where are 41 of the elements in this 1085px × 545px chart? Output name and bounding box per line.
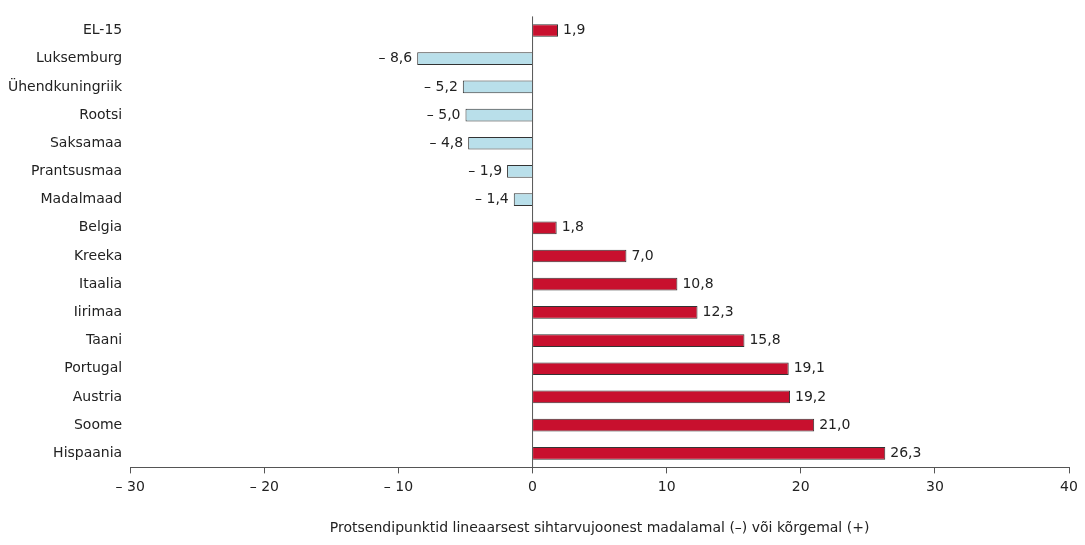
y-tick-label: Rootsi (79, 105, 123, 122)
y-tick-label: Belgia (78, 218, 123, 235)
data-label: – 1,4 (475, 190, 509, 207)
x-tick-label: – 10 (383, 478, 414, 495)
data-label: 7,0 (631, 246, 654, 263)
data-label: 1,8 (561, 218, 584, 235)
y-tick-label: Austria (72, 387, 123, 404)
x-tick-label: 40 (1060, 478, 1078, 495)
y-tick-label: Madalmaad (40, 190, 123, 207)
y-tick-label: Taani (85, 331, 123, 348)
y-tick-label: Hispaania (53, 443, 123, 460)
y-tick-label: Prantsusmaa (31, 162, 123, 179)
y-tick-label: Kreeka (73, 246, 123, 263)
y-tick-label: Soome (73, 415, 123, 432)
y-tick-label: EL-15 (82, 21, 123, 38)
data-label: 19,1 (793, 359, 825, 376)
y-tick-label: Iirimaa (73, 303, 123, 320)
x-tick-label: 10 (657, 478, 676, 495)
data-label: – 8,6 (378, 49, 413, 66)
data-label: 19,2 (795, 387, 827, 404)
x-tick-label: 30 (925, 478, 944, 495)
data-label: – 1,9 (468, 162, 503, 179)
y-tick-label: Ühendkuningriik (7, 76, 124, 94)
y-tick-label: Luksemburg (35, 49, 123, 66)
data-label: 12,3 (702, 303, 734, 320)
data-label: 15,8 (749, 331, 781, 348)
y-tick-label: Itaalia (79, 274, 123, 291)
data-label: 21,0 (819, 415, 851, 432)
data-label: – 5,0 (426, 105, 461, 122)
x-tick-label: 20 (791, 478, 810, 495)
data-label: – 4,8 (429, 133, 464, 150)
y-tick-label: Saksamaa (49, 133, 123, 150)
x-tick-label: – 30 (115, 478, 145, 495)
data-label: 10,8 (682, 274, 714, 291)
x-axis-title: Protsendipunktid lineaarsest sihtarvujoonest madalamal (–) või kõrgemal (+) (329, 519, 870, 536)
y-tick-label: Portugal (64, 359, 123, 376)
data-label: – 5,2 (424, 77, 458, 94)
data-label: 26,3 (890, 443, 922, 460)
x-tick-label: – 20 (249, 478, 279, 495)
data-label: 1,9 (563, 21, 586, 38)
x-tick-label: 0 (528, 478, 538, 495)
